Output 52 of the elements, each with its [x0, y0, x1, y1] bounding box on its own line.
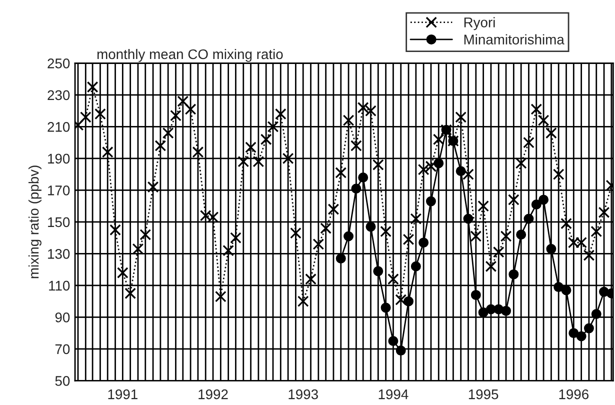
y-tick-label: 190 [48, 154, 70, 164]
point [380, 302, 391, 313]
y-tick-label: 250 [48, 58, 70, 68]
x-tick-label: 1992 [198, 389, 228, 400]
point [561, 285, 572, 296]
point [336, 253, 346, 264]
y-tick-label: 50 [55, 376, 70, 386]
y-tick-label: 230 [48, 90, 70, 100]
point [404, 296, 414, 306]
point [396, 346, 406, 356]
point [344, 231, 354, 242]
y-tick-label: 90 [55, 312, 70, 322]
legend-label: Minamitorishima [464, 34, 564, 44]
y-axis-title: mixing ratio (ppbv) [28, 166, 42, 278]
point [524, 214, 534, 224]
point [388, 336, 398, 346]
x-tick-label: 1996 [559, 389, 588, 400]
y-tick-label: 70 [55, 344, 70, 354]
point [501, 306, 512, 316]
point [546, 244, 556, 254]
point [463, 214, 474, 224]
point [478, 307, 488, 318]
y-tick-label: 150 [48, 217, 70, 228]
point [410, 261, 421, 272]
x-tick-label: 1995 [468, 389, 498, 400]
point [351, 184, 362, 194]
point [516, 230, 526, 240]
point [366, 222, 376, 232]
point [538, 194, 549, 205]
y-tick-label: 170 [48, 186, 70, 196]
point [591, 309, 602, 320]
y-tick-label: 130 [48, 249, 70, 259]
chart-title: monthly mean CO mixing ratio [97, 48, 283, 62]
point [584, 323, 594, 334]
point [470, 290, 481, 300]
point [554, 282, 564, 292]
x-tick-label: 1994 [378, 389, 408, 400]
point [531, 199, 542, 210]
x-tick-label: 1993 [288, 389, 318, 400]
y-tick-label: 110 [49, 280, 70, 291]
point [508, 269, 519, 280]
y-tick-label: 210 [48, 122, 70, 132]
point [373, 266, 384, 276]
legend-label: Ryori [464, 17, 495, 30]
point [576, 331, 586, 342]
point [456, 166, 466, 176]
point [358, 172, 368, 182]
point [426, 196, 436, 206]
point [568, 328, 579, 338]
point [434, 158, 444, 168]
x-tick-label: 1991 [108, 389, 138, 400]
point [418, 238, 429, 248]
